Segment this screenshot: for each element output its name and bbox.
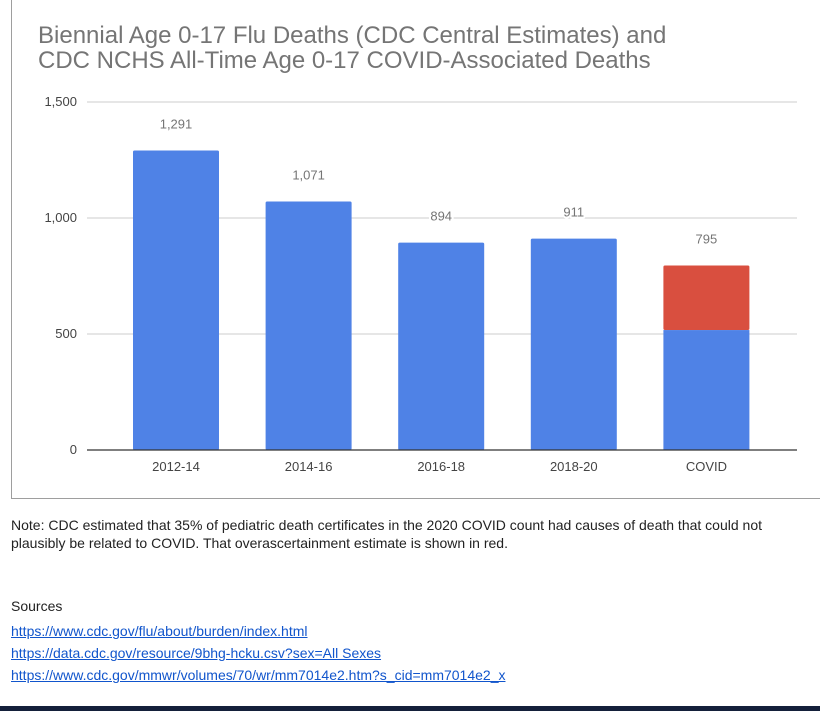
data-label: 795 <box>696 232 718 247</box>
bar-covid-overascertainment <box>663 265 750 331</box>
y-tick-label: 1,000 <box>44 210 77 225</box>
data-label: 1,291 <box>160 116 193 131</box>
x-tick-label: COVID <box>686 459 727 474</box>
bar-2012-14-base <box>133 150 219 450</box>
source-link-flu-burden[interactable]: https://www.cdc.gov/flu/about/burden/ind… <box>11 623 308 639</box>
bar-2018-20-base <box>530 238 617 450</box>
sources-heading: Sources <box>11 598 63 614</box>
chart-container: Biennial Age 0-17 Flu Deaths (CDC Centra… <box>11 0 820 499</box>
bar-covid-base <box>663 330 750 450</box>
source-link-nchs-data[interactable]: https://data.cdc.gov/resource/9bhg-hcku.… <box>11 645 382 661</box>
x-tick-label: 2014-16 <box>285 459 333 474</box>
y-tick-label: 500 <box>55 326 77 341</box>
bottom-border-band <box>0 706 820 711</box>
chart-title-line-2: CDC NCHS All-Time Age 0-17 COVID-Associa… <box>38 47 651 74</box>
x-axis-ticks: 2012-14 2014-16 2016-18 2018-20 COVID <box>152 459 727 474</box>
x-tick-label: 2018-20 <box>550 459 598 474</box>
source-link-mmwr[interactable]: https://www.cdc.gov/mmwr/volumes/70/wr/m… <box>11 667 506 683</box>
data-label: 894 <box>430 209 452 224</box>
sources-section: Sources https://www.cdc.gov/flu/about/bu… <box>11 596 505 686</box>
x-tick-label: 2016-18 <box>417 459 465 474</box>
bar-2014-16-base <box>265 201 352 450</box>
x-tick-label: 2012-14 <box>152 459 200 474</box>
bar-2016-18-base <box>398 242 485 450</box>
bar-chart: Biennial Age 0-17 Flu Deaths (CDC Centra… <box>38 22 797 474</box>
data-label: 911 <box>563 205 584 220</box>
chart-note: Note: CDC estimated that 35% of pediatri… <box>11 517 762 551</box>
chart-title-line-1: Biennial Age 0-17 Flu Deaths (CDC Centra… <box>38 22 666 49</box>
y-tick-label: 1,500 <box>44 94 77 109</box>
y-tick-label: 0 <box>70 442 77 457</box>
data-label: 1,071 <box>292 168 325 183</box>
data-labels: 1,291 1,071 894 911 795 <box>158 114 720 248</box>
y-axis-ticks: 0 500 1,000 1,500 <box>44 94 77 457</box>
bars <box>133 150 750 450</box>
